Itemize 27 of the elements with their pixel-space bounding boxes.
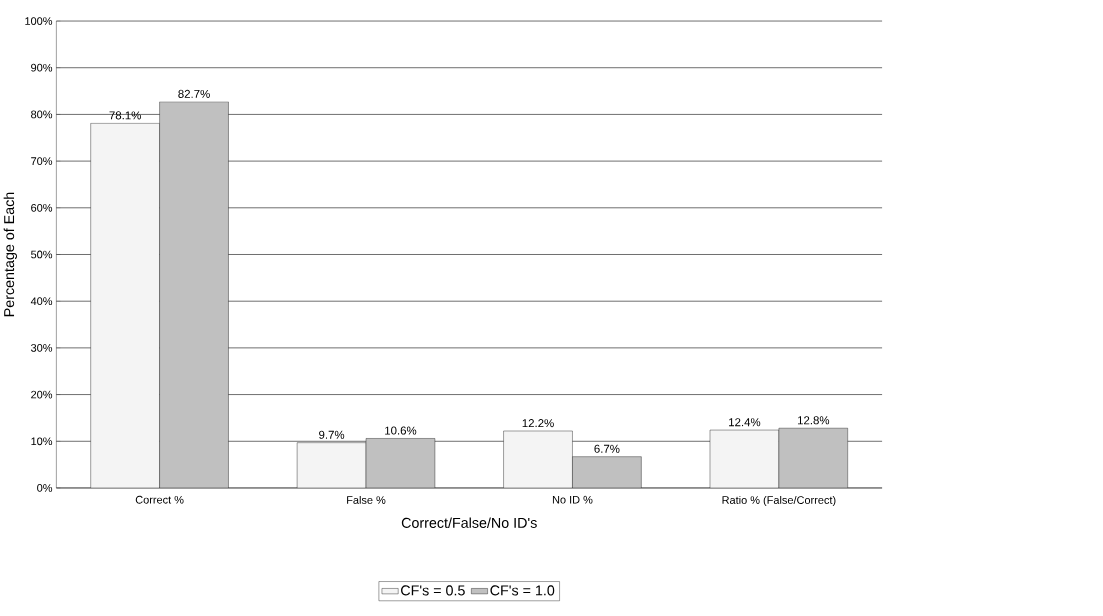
legend-label: CF's = 0.5: [401, 585, 465, 596]
x-tick-label: Correct %: [135, 495, 184, 504]
x-tick-label: No ID %: [552, 495, 593, 504]
y-tick-label: 50%: [31, 250, 53, 259]
x-tick-label: False %: [347, 495, 386, 504]
x-axis-title: Correct/False/No ID's: [401, 517, 537, 528]
data-label: 12.8%: [797, 416, 830, 425]
data-label: 12.2%: [522, 419, 554, 428]
data-label: 78.1%: [109, 111, 141, 120]
y-tick-label: 70%: [31, 157, 53, 165]
data-label: 82.7%: [178, 89, 210, 98]
y-tick-label: 90%: [31, 63, 53, 72]
y-tick-label: 80%: [31, 110, 53, 119]
y-tick-label: 100%: [25, 17, 53, 25]
y-tick-label: 60%: [31, 203, 53, 212]
y-tick-label: 20%: [31, 390, 53, 399]
legend-label: CF's = 1.0: [490, 585, 555, 596]
y-tick-label: 10%: [31, 437, 53, 446]
data-label: 9.7%: [319, 430, 345, 439]
data-label: 6.7%: [594, 444, 620, 453]
y-tick-label: 40%: [30, 297, 53, 305]
y-axis-title: Percentage of Each: [3, 192, 17, 317]
y-tick-label: 30%: [31, 343, 53, 352]
x-tick-label: Ratio % (False/Correct): [722, 495, 836, 507]
y-tick-label: 0%: [37, 484, 53, 492]
data-label: 10.6%: [385, 426, 417, 435]
data-label: 12.4%: [729, 418, 761, 427]
